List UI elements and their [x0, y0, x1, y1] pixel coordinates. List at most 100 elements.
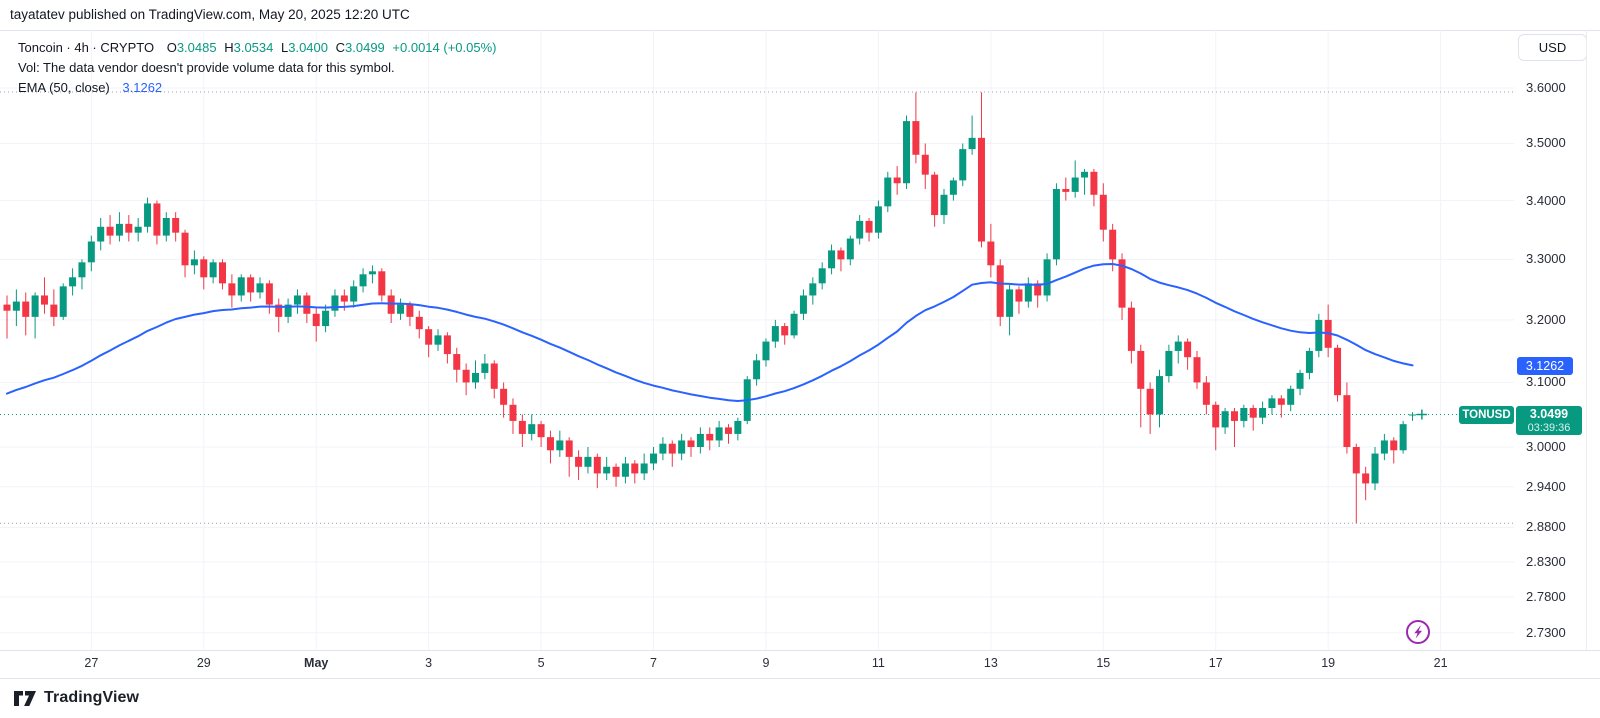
- candle: [284, 298, 292, 324]
- candle: [275, 298, 283, 333]
- candle: [1146, 382, 1154, 434]
- candle: [790, 310, 798, 339]
- tradingview-logo[interactable]: TradingView: [14, 689, 139, 707]
- ema-price-badge: 3.1262: [1517, 356, 1573, 375]
- candle: [678, 433, 686, 461]
- candle: [518, 414, 526, 447]
- candle: [293, 289, 301, 314]
- candle: [1090, 168, 1098, 207]
- candle: [3, 295, 11, 339]
- candle: [415, 310, 423, 339]
- symbol-row[interactable]: Toncoin · 4h · CRYPTO O3.0485 H3.0534 L3…: [18, 38, 496, 58]
- candle: [434, 329, 442, 351]
- candle: [462, 363, 470, 396]
- time-axis-label: 15: [1096, 656, 1111, 670]
- attribution-text: tayatatev published on TradingView.com, …: [10, 7, 410, 22]
- candle: [828, 244, 836, 275]
- candle: [162, 212, 170, 242]
- candle: [696, 427, 704, 454]
- candle: [1052, 183, 1060, 266]
- candle: [528, 414, 536, 441]
- high-label: H: [224, 40, 234, 55]
- candle: [1334, 344, 1342, 402]
- open-label: O: [166, 40, 177, 55]
- candle: [1202, 376, 1210, 415]
- candle: [1193, 350, 1201, 389]
- candle: [1277, 395, 1285, 418]
- time-axis-label: 19: [1321, 656, 1336, 670]
- candle: [706, 427, 714, 451]
- candlestick-chart[interactable]: [0, 0, 1514, 650]
- candle: [443, 332, 451, 364]
- candle: [1399, 420, 1407, 454]
- time-axis-label: 27: [84, 656, 99, 670]
- close-value: 3.0499: [345, 40, 385, 55]
- candle: [565, 437, 573, 477]
- candle: [1043, 253, 1051, 302]
- last-price-value: 3.0499: [1529, 406, 1569, 421]
- candle: [1352, 443, 1360, 524]
- candle: [593, 453, 601, 489]
- tradingview-logo-text: TradingView: [44, 689, 140, 706]
- candle: [584, 447, 592, 474]
- ema-row[interactable]: EMA (50, close) 3.1262: [18, 78, 496, 98]
- candle: [500, 382, 508, 418]
- candle: [312, 307, 320, 342]
- price-axis-label: 2.8300: [1526, 553, 1566, 569]
- candle: [1305, 347, 1313, 380]
- candle: [256, 277, 264, 299]
- candle: [846, 235, 854, 266]
- time-axis-label: 17: [1208, 656, 1223, 670]
- candle: [472, 360, 479, 389]
- candle: [453, 347, 461, 383]
- candle: [40, 277, 48, 314]
- candle: [856, 215, 864, 245]
- candle: [546, 430, 554, 464]
- currency-button[interactable]: USD: [1518, 34, 1587, 61]
- candle: [762, 338, 770, 367]
- candle: [237, 274, 245, 302]
- candle: [397, 298, 405, 320]
- candle: [781, 323, 789, 345]
- time-axis-separator: [0, 650, 1600, 651]
- volume-message: Vol: The data vendor doesn't provide vol…: [18, 60, 395, 75]
- chart-legend: Toncoin · 4h · CRYPTO O3.0485 H3.0534 L3…: [18, 38, 496, 98]
- candle: [640, 453, 648, 481]
- footer-separator: [0, 678, 1600, 679]
- price-axis-label: 3.1000: [1526, 374, 1566, 390]
- candle: [959, 143, 967, 187]
- tradingview-logo-icon: [14, 690, 36, 706]
- price-axis-label: 3.6000: [1526, 80, 1566, 95]
- candle: [209, 259, 217, 284]
- candle: [153, 200, 161, 245]
- candle: [1137, 344, 1145, 428]
- candle: [490, 360, 498, 399]
- high-value: 3.0534: [233, 40, 274, 55]
- candle: [1062, 177, 1070, 201]
- candle: [921, 143, 929, 190]
- time-axis[interactable]: 27 29 May 3 5 7 9 11 13 15 17 19 21: [0, 652, 1514, 678]
- candle: [1240, 404, 1248, 428]
- candle: [1259, 401, 1267, 425]
- candle: [200, 256, 208, 290]
- candle: [575, 450, 583, 481]
- candle: [359, 268, 367, 293]
- time-axis-label: 5: [537, 656, 545, 670]
- candle: [771, 319, 779, 348]
- price-axis-label: 2.8800: [1526, 519, 1566, 535]
- price-axis-label: 2.9400: [1526, 478, 1566, 494]
- candle: [1184, 338, 1192, 370]
- candle: [893, 166, 901, 195]
- candle: [996, 259, 1004, 327]
- candle: [134, 218, 142, 242]
- candle: [809, 277, 817, 305]
- candle: [1249, 404, 1257, 431]
- ema-value: 3.1262: [122, 80, 163, 95]
- candle: [1165, 344, 1173, 383]
- candle: [621, 456, 629, 484]
- candle: [556, 430, 564, 457]
- lightning-icon[interactable]: [1404, 618, 1432, 646]
- candle: [1015, 286, 1023, 314]
- candle: [97, 218, 105, 251]
- candle: [537, 420, 545, 447]
